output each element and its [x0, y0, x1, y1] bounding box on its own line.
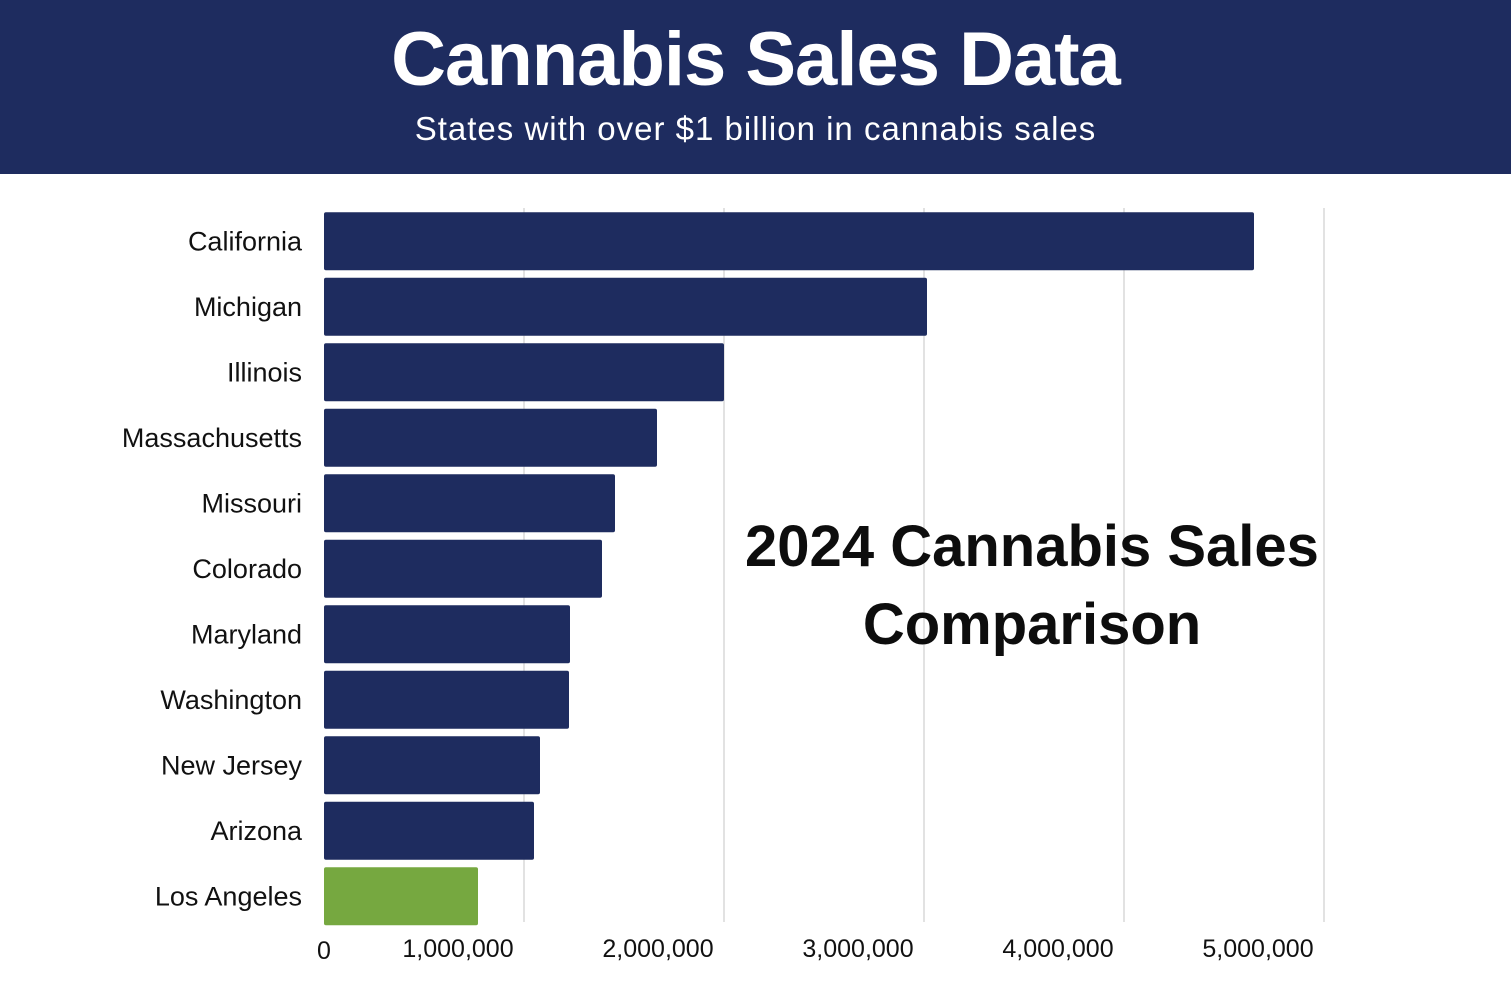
x-tick-label: 1,000,000: [402, 935, 513, 963]
x-tick-label: 5,000,000: [1202, 935, 1313, 963]
category-label: Michigan: [194, 292, 302, 322]
bar-missouri: [324, 474, 615, 533]
bar-massachusetts: [324, 408, 657, 467]
category-labels: California Michigan Illinois Massachusetts M…: [122, 226, 303, 911]
page-subtitle: States with over $1 billion in cannabis …: [414, 110, 1097, 147]
bar-colorado: [324, 539, 602, 598]
x-tick-label: 2,000,000: [602, 935, 713, 963]
page-title: Cannabis Sales Data: [391, 17, 1121, 102]
bar-new-jersey: [324, 736, 540, 795]
category-label: Missouri: [201, 488, 302, 518]
bar-maryland: [324, 605, 570, 664]
x-tick-label: 0: [317, 937, 331, 965]
chart-annotation-line-1: 2024 Cannabis Sales: [745, 514, 1319, 579]
category-label: California: [188, 226, 303, 256]
category-label: Arizona: [210, 816, 303, 846]
header-banner: Cannabis Sales Data States with over $1 …: [0, 0, 1511, 174]
category-label: Washington: [160, 685, 302, 715]
bar-arizona: [324, 801, 534, 860]
category-label: Illinois: [227, 357, 302, 387]
bar-chart: California Michigan Illinois Massachusetts M…: [122, 208, 1325, 965]
category-label: New Jersey: [161, 750, 303, 780]
bar-california: [324, 212, 1254, 271]
category-label: Maryland: [191, 619, 302, 649]
x-tick-labels: 0 1,000,000 2,000,000 3,000,000 4,000,000 5,0…: [317, 935, 1314, 965]
category-label: Colorado: [192, 554, 302, 584]
chart-annotation-line-2: Comparison: [863, 592, 1201, 657]
category-label: Los Angeles: [155, 881, 302, 911]
bars: [324, 212, 1254, 926]
x-tick-label: 4,000,000: [1002, 935, 1113, 963]
bar-michigan: [324, 277, 927, 336]
bar-washington: [324, 670, 569, 729]
bar-los-angeles: [324, 867, 478, 926]
category-label: Massachusetts: [122, 423, 302, 453]
x-tick-label: 3,000,000: [802, 935, 913, 963]
bar-illinois: [324, 343, 724, 402]
